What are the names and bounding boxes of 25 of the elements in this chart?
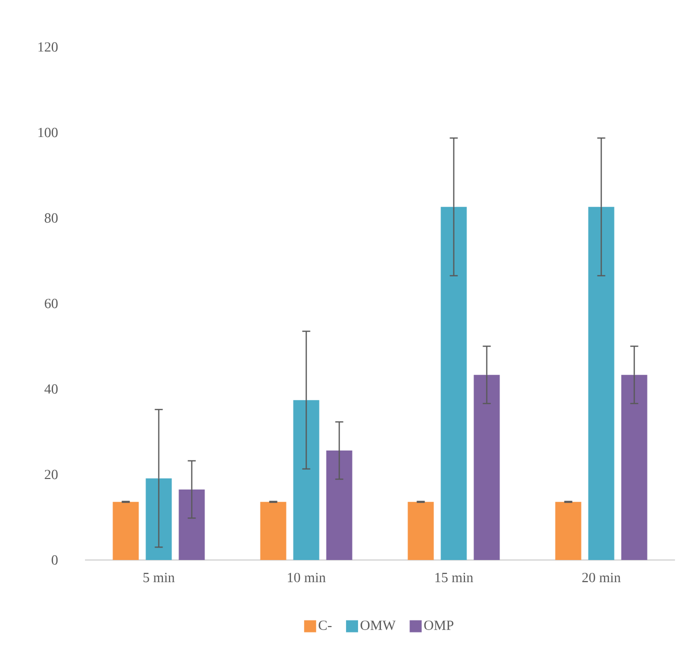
y-tick-label: 100 [38,128,58,138]
bar [555,502,582,560]
x-tick-label: 20 min [582,572,621,582]
legend-label: OMP [424,620,454,630]
legend-label: OMW [360,620,396,630]
bar [621,374,648,560]
bar [260,502,286,560]
y-tick-label: 60 [44,298,58,308]
x-tick-label: 15 min [435,572,474,582]
bar [408,502,434,560]
bar [588,206,614,560]
x-tick-label: 10 min [288,572,326,582]
bar [326,450,352,560]
y-tick-label: 80 [44,213,58,223]
x-tick-label: 5 min [143,572,175,582]
bar [440,206,467,560]
legend-label: C- [318,620,332,630]
y-tick-label: 20 [44,470,58,480]
bar [293,400,320,560]
bar [474,374,500,560]
y-tick-label: 0 [52,555,58,565]
bar [112,502,139,560]
y-tick-label: 40 [44,384,58,394]
y-tick-label: 120 [38,42,58,52]
bar [178,489,205,560]
